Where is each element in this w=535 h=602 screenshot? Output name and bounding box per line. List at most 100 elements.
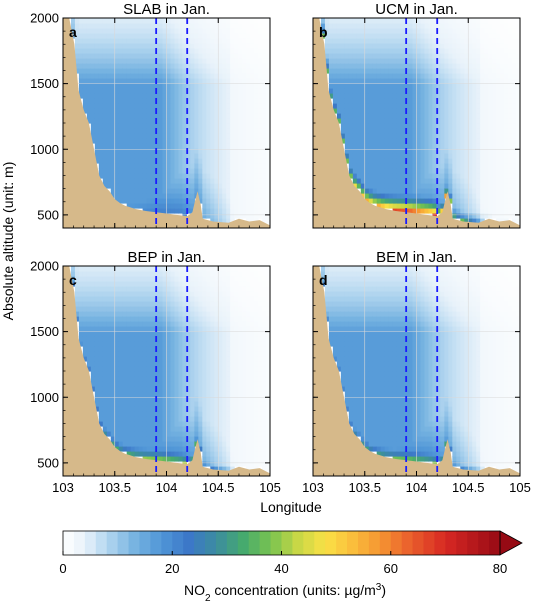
concentration-cell: [360, 168, 366, 174]
concentration-cell: [464, 153, 469, 159]
concentration-cell: [162, 346, 168, 352]
concentration-cell: [432, 113, 437, 119]
concentration-cell: [516, 63, 520, 69]
concentration-cell: [210, 271, 215, 277]
concentration-cell: [500, 103, 505, 109]
concentration-cell: [110, 133, 116, 139]
concentration-cell: [234, 198, 239, 204]
concentration-cell: [352, 173, 358, 179]
concentration-cell: [170, 113, 176, 119]
concentration-cell: [214, 128, 219, 134]
concentration-cell: [356, 78, 362, 84]
concentration-cell: [178, 133, 184, 139]
concentration-cell: [448, 133, 453, 139]
concentration-cell: [428, 198, 434, 204]
concentration-cell: [202, 376, 207, 382]
concentration-cell: [262, 98, 267, 104]
concentration-cell: [250, 48, 255, 54]
concentration-cell: [214, 446, 219, 452]
concentration-cell: [110, 436, 116, 442]
concentration-cell: [74, 33, 80, 39]
concentration-cell: [82, 23, 88, 29]
concentration-cell: [238, 83, 243, 89]
concentration-cell: [158, 411, 164, 417]
concentration-cell: [396, 178, 402, 184]
concentration-cell: [178, 163, 184, 169]
concentration-cell: [94, 63, 100, 69]
concentration-cell: [512, 213, 517, 219]
concentration-cell: [86, 341, 92, 347]
concentration-cell: [364, 33, 370, 39]
concentration-cell: [484, 203, 489, 209]
concentration-cell: [126, 33, 132, 39]
concentration-cell: [126, 326, 132, 332]
concentration-cell: [170, 188, 176, 194]
concentration-cell: [340, 118, 346, 124]
concentration-cell: [356, 73, 362, 79]
concentration-cell: [206, 416, 211, 422]
concentration-cell: [198, 431, 203, 437]
concentration-cell: [70, 23, 76, 29]
concentration-cell: [174, 163, 180, 169]
concentration-cell: [142, 361, 148, 367]
concentration-cell: [488, 148, 493, 154]
terrain-area: [313, 18, 520, 228]
concentration-cell: [154, 153, 160, 159]
concentration-cell: [344, 63, 350, 69]
concentration-cell: [174, 113, 180, 119]
concentration-cell: [134, 276, 140, 282]
concentration-cell: [142, 371, 148, 377]
concentration-cell: [508, 43, 513, 49]
concentration-cell: [214, 351, 219, 357]
concentration-cell: [94, 281, 100, 287]
concentration-cell: [106, 178, 112, 184]
concentration-cell: [218, 173, 223, 179]
concentration-cell: [424, 173, 430, 179]
concentration-cell: [262, 18, 267, 24]
concentration-cell: [416, 33, 422, 39]
concentration-cell: [384, 28, 390, 34]
concentration-cell: [114, 193, 120, 199]
concentration-cell: [444, 153, 449, 159]
concentration-cell: [368, 98, 374, 104]
concentration-cell: [500, 63, 505, 69]
concentration-cell: [154, 411, 160, 417]
concentration-cell: [460, 138, 465, 144]
concentration-cell: [472, 133, 477, 139]
concentration-cell: [218, 158, 223, 164]
concentration-cell: [98, 336, 104, 342]
concentration-cell: [508, 158, 513, 164]
concentration-cell: [182, 426, 187, 432]
concentration-cell: [78, 18, 84, 24]
concentration-cell: [114, 361, 120, 367]
concentration-cell: [250, 43, 255, 49]
concentration-cell: [102, 406, 108, 412]
concentration-cell: [440, 168, 445, 174]
concentration-cell: [142, 381, 148, 387]
concentration-cell: [70, 18, 76, 24]
concentration-cell: [332, 53, 338, 59]
concentration-cell: [106, 128, 112, 134]
concentration-cell: [106, 173, 112, 179]
concentration-cell: [118, 23, 124, 29]
concentration-cell: [198, 143, 203, 149]
concentration-cell: [444, 178, 449, 184]
concentration-cell: [368, 63, 374, 69]
concentration-cell: [468, 98, 473, 104]
concentration-cell: [262, 28, 267, 34]
concentration-cell: [230, 33, 235, 39]
concentration-cell: [238, 38, 243, 44]
concentration-cell: [130, 123, 136, 129]
concentration-cell: [170, 281, 176, 287]
concentration-cell: [324, 58, 330, 64]
concentration-cell: [150, 276, 156, 282]
concentration-cell: [166, 396, 172, 402]
concentration-cell: [186, 178, 191, 184]
concentration-cell: [352, 98, 358, 104]
concentration-cell: [480, 128, 485, 134]
concentration-cell: [130, 158, 136, 164]
concentration-cell: [130, 93, 136, 99]
concentration-cell: [166, 266, 172, 272]
concentration-cell: [130, 326, 136, 332]
concentration-cell: [472, 173, 477, 179]
